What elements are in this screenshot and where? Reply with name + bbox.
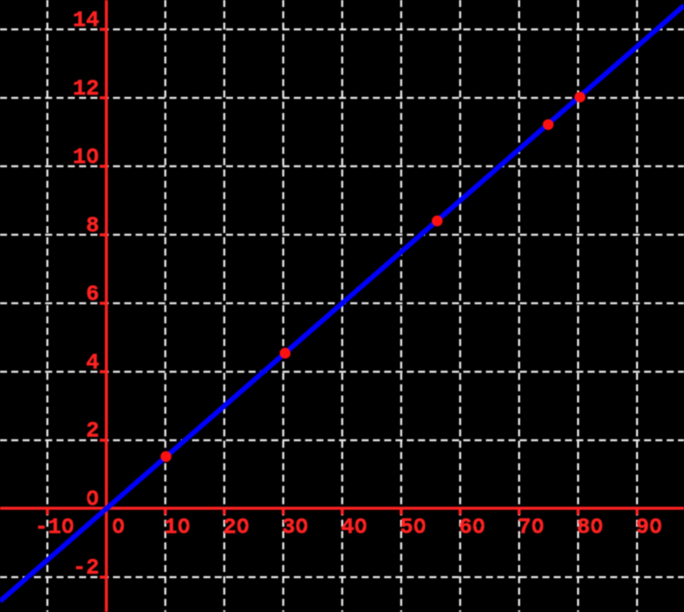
svg-text:2: 2 (86, 419, 99, 444)
svg-text:50: 50 (400, 515, 426, 540)
svg-text:70: 70 (518, 515, 544, 540)
svg-text:40: 40 (341, 515, 367, 540)
svg-text:14: 14 (73, 8, 99, 33)
svg-text:60: 60 (459, 515, 485, 540)
svg-text:12: 12 (73, 76, 99, 101)
svg-text:90: 90 (636, 515, 662, 540)
svg-text:30: 30 (282, 515, 308, 540)
svg-text:10: 10 (73, 145, 99, 170)
svg-text:4: 4 (86, 350, 99, 375)
svg-text:8: 8 (86, 213, 99, 238)
svg-text:20: 20 (223, 515, 249, 540)
svg-text:6: 6 (86, 282, 99, 307)
svg-text:-2: -2 (73, 556, 99, 581)
svg-text:10: 10 (164, 515, 190, 540)
svg-text:80: 80 (577, 515, 603, 540)
